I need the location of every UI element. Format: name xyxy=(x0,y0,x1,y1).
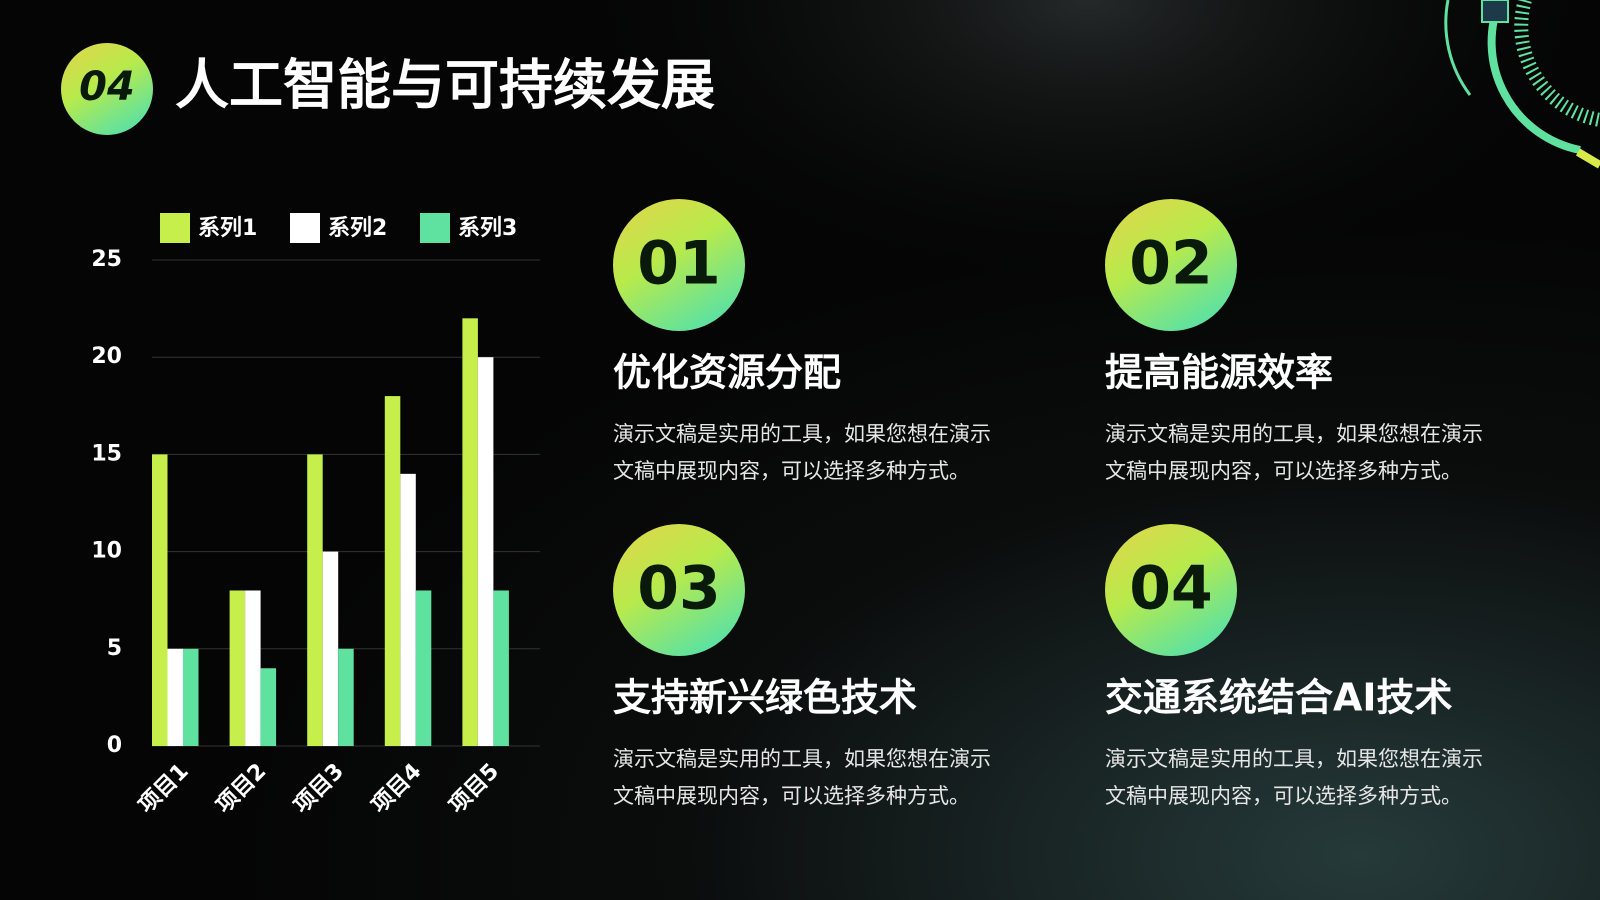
item-number: 04 xyxy=(1129,554,1213,624)
item-body: 演示文稿是实用的工具，如果您想在演示 xyxy=(613,747,991,771)
bar xyxy=(338,648,354,746)
y-tick-label: 0 xyxy=(107,733,122,758)
y-tick-label: 5 xyxy=(107,636,122,661)
item-badge xyxy=(1105,524,1237,656)
bar xyxy=(400,473,416,746)
header-title: 人工智能与可持续发展 xyxy=(175,54,715,117)
item-number: 03 xyxy=(637,554,721,624)
bar xyxy=(477,357,494,746)
item-title: 优化资源分配 xyxy=(613,351,841,395)
legend-swatch xyxy=(290,213,320,243)
y-tick-label: 20 xyxy=(91,344,122,369)
bar xyxy=(260,668,277,746)
y-tick-label: 10 xyxy=(91,539,122,564)
bar xyxy=(415,590,432,746)
legend-swatch xyxy=(160,213,190,243)
item-body: 文稿中展现内容，可以选择多种方式。 xyxy=(1105,459,1462,483)
bar xyxy=(322,551,339,746)
bar xyxy=(493,590,509,746)
bar xyxy=(152,454,168,746)
bar xyxy=(183,648,199,746)
y-tick-label: 15 xyxy=(91,441,122,466)
item-number: 01 xyxy=(637,229,721,299)
bar xyxy=(245,590,261,746)
legend-label: 系列2 xyxy=(328,216,387,241)
item-title: 交通系统结合AI技术 xyxy=(1105,676,1453,720)
legend-label: 系列1 xyxy=(198,216,257,241)
item-body: 文稿中展现内容，可以选择多种方式。 xyxy=(613,459,970,483)
decoration xyxy=(1444,0,1600,169)
item-title: 提高能源效率 xyxy=(1105,351,1333,395)
item-body: 演示文稿是实用的工具，如果您想在演示 xyxy=(1105,422,1483,446)
item-badge xyxy=(1105,199,1237,331)
item-body: 文稿中展现内容，可以选择多种方式。 xyxy=(1105,784,1462,808)
item-title: 支持新兴绿色技术 xyxy=(613,676,917,720)
bar xyxy=(307,454,323,746)
items: 01优化资源分配演示文稿是实用的工具，如果您想在演示文稿中展现内容，可以选择多种… xyxy=(613,199,1483,808)
item-badge xyxy=(613,199,745,331)
bar xyxy=(462,318,478,746)
item-number: 02 xyxy=(1129,229,1213,299)
item-body: 文稿中展现内容，可以选择多种方式。 xyxy=(613,784,970,808)
item-body: 演示文稿是实用的工具，如果您想在演示 xyxy=(1105,747,1483,771)
bar xyxy=(229,590,246,746)
legend-label: 系列3 xyxy=(458,216,517,241)
legend-swatch xyxy=(420,213,450,243)
bar xyxy=(384,396,401,746)
item-badge xyxy=(613,524,745,656)
bar xyxy=(167,648,183,746)
y-tick-label: 25 xyxy=(91,247,122,272)
header-badge xyxy=(61,43,153,135)
item-body: 演示文稿是实用的工具，如果您想在演示 xyxy=(613,422,991,446)
header-badge-text: 04 xyxy=(79,64,135,110)
